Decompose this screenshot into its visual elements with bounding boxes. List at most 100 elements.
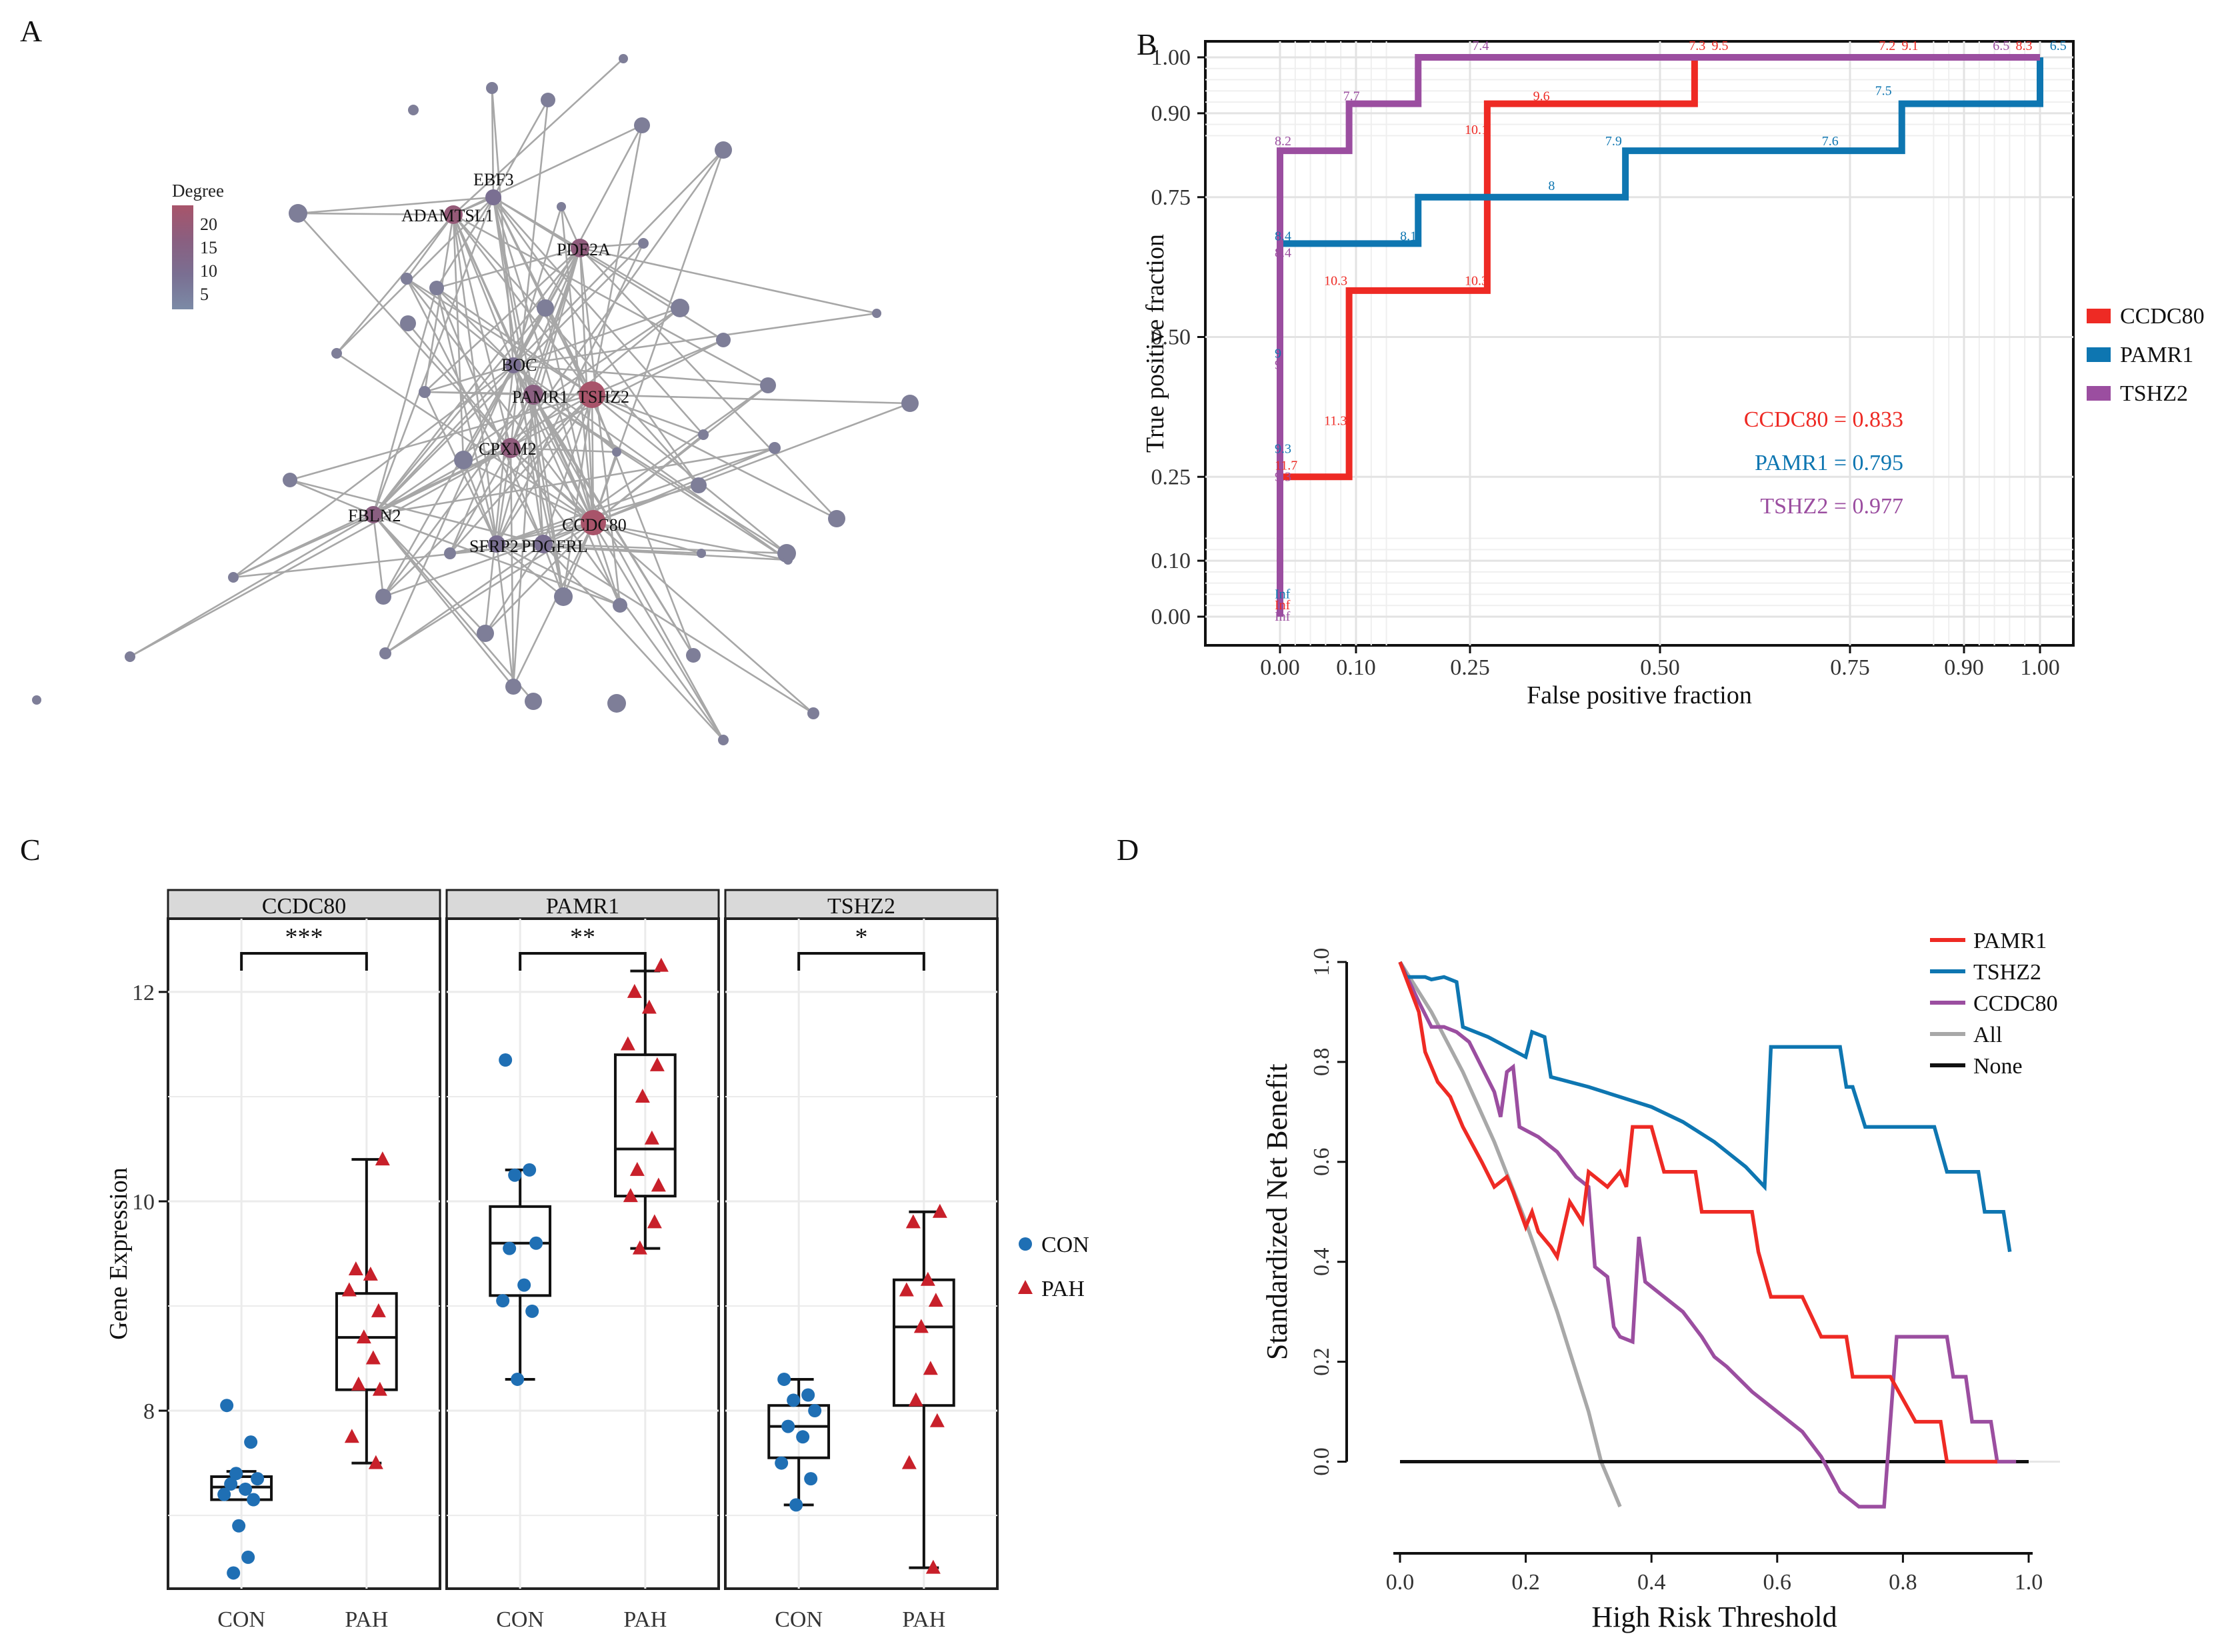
- roc-cutoff-label: 6.5: [2050, 39, 2067, 53]
- network-node: [444, 547, 456, 559]
- pah-point: [923, 1361, 938, 1375]
- network-node: [477, 625, 494, 642]
- roc-cutoff-label: 8: [1548, 179, 1555, 193]
- pah-point: [629, 1161, 645, 1176]
- roc-cutoff-label: 10.3: [1465, 274, 1488, 289]
- roc-grid: [1204, 40, 2075, 647]
- network-edge: [496, 543, 564, 598]
- network-edge: [452, 214, 593, 395]
- pah-point: [920, 1271, 935, 1286]
- pah-point: [363, 1266, 378, 1281]
- pah-point: [641, 999, 657, 1014]
- network-node: [698, 429, 709, 440]
- pah-point: [356, 1329, 371, 1344]
- network-edge: [593, 447, 775, 524]
- roc-frame: [1204, 40, 2075, 647]
- roc-x-tick-label: 0.00: [1260, 655, 1300, 680]
- network-edge: [463, 459, 594, 524]
- network-edge: [383, 521, 594, 598]
- network-node: [486, 82, 498, 94]
- boxplot-x-tick-label: PAH: [902, 1607, 945, 1632]
- facet-strip-label: PAMR1: [546, 894, 619, 919]
- con-point: [232, 1519, 246, 1533]
- network-node: [828, 510, 845, 527]
- significance-bracket: [797, 952, 925, 971]
- network-edge: [542, 543, 565, 597]
- roc-legend-swatch: [2087, 347, 2111, 362]
- con-point: [496, 1294, 510, 1308]
- legend-con-marker: [1019, 1237, 1032, 1251]
- network-edge: [593, 433, 704, 524]
- network-edge: [453, 213, 769, 387]
- hub-label-pamr1: PAMR1: [512, 387, 568, 407]
- network-edge: [579, 242, 644, 249]
- facet-panel: [167, 917, 441, 1590]
- network-hub-node: [488, 535, 505, 553]
- network-edge: [543, 543, 814, 715]
- roc-cutoff-label: 7.4: [1472, 39, 1489, 53]
- boxplot-y-axis-title: Gene Expression: [105, 1167, 133, 1340]
- hub-label-boc: BOC: [501, 355, 537, 375]
- con-point: [229, 1467, 243, 1481]
- roc-x-tick-label: 0.10: [1336, 655, 1376, 680]
- network-edge: [385, 543, 544, 655]
- roc-cutoff-label: 9: [1275, 347, 1281, 361]
- roc-x-tick-label: 0.50: [1640, 655, 1680, 680]
- network-edge: [373, 307, 546, 515]
- network-edge: [512, 365, 621, 606]
- roc-cutoff-label: Inf: [1275, 587, 1291, 601]
- con-point: [241, 1550, 255, 1564]
- pah-point: [905, 1214, 921, 1229]
- network-hub-node: [485, 189, 501, 205]
- boxplot-y-tick-label: 10: [132, 1190, 155, 1215]
- network-hub-node: [571, 239, 589, 257]
- network-node: [619, 54, 628, 63]
- network-edge: [510, 307, 681, 449]
- roc-cutoff-label: 9.6: [1533, 89, 1550, 104]
- network-edge: [513, 149, 724, 366]
- boxplot-y-tick-label: 12: [132, 981, 155, 1005]
- pah-point: [341, 1282, 357, 1297]
- network-node: [807, 707, 819, 719]
- network-edge: [336, 352, 594, 524]
- con-point: [801, 1388, 815, 1402]
- network-nodes: [32, 54, 919, 745]
- dca-y-axis-title: Standardized Net Benefit: [1261, 1063, 1293, 1360]
- network-edge: [372, 514, 385, 597]
- con-point: [787, 1393, 801, 1407]
- network-edge: [591, 125, 643, 395]
- dca-curve-ccdc80: [1398, 961, 2017, 1509]
- network-node: [525, 693, 542, 710]
- dca-curve-pamr1: [1398, 961, 1997, 1464]
- roc-cutoff-label: 8.3: [2016, 39, 2033, 53]
- roc-cutoff-label: 10.1: [1465, 123, 1488, 137]
- roc-y-tick-label: 1.00: [1151, 45, 1191, 70]
- network-hub-labels: EBF3 ADAMTSL1 PDE2A BOC PAMR1 TSHZ2 CPXM2 FBLN2…: [348, 170, 629, 556]
- facet-panel: [445, 917, 720, 1590]
- panel-label-c: C: [20, 833, 41, 867]
- network-node: [715, 141, 732, 159]
- con-point: [781, 1419, 795, 1433]
- con-point: [808, 1404, 822, 1418]
- pah-point: [644, 1130, 659, 1145]
- hub-label-cpxm2: CPXM2: [479, 439, 537, 459]
- network-edge: [579, 247, 877, 315]
- con-point: [789, 1498, 803, 1512]
- dca-x-tick-label: 0.6: [1763, 1570, 1792, 1595]
- facet-strip: [724, 889, 999, 920]
- dca-y-tick-label: 0.4: [1309, 1247, 1334, 1276]
- dca-legend-label: CCDC80: [1973, 991, 2058, 1016]
- con-point: [217, 1487, 231, 1501]
- facet-panel: [724, 917, 999, 1590]
- pah-point: [632, 1240, 647, 1255]
- network-node: [718, 735, 729, 745]
- roc-cutoff-label: 9.1: [1902, 39, 1919, 53]
- network-node: [125, 651, 135, 662]
- pah-point: [351, 1376, 366, 1391]
- pah-point: [929, 1413, 945, 1427]
- network-edge: [289, 479, 374, 516]
- pah-point: [925, 1559, 941, 1574]
- pah-point: [375, 1151, 390, 1166]
- boxplot-x-tick-label: CON: [775, 1607, 823, 1632]
- box-pah: [335, 1292, 398, 1391]
